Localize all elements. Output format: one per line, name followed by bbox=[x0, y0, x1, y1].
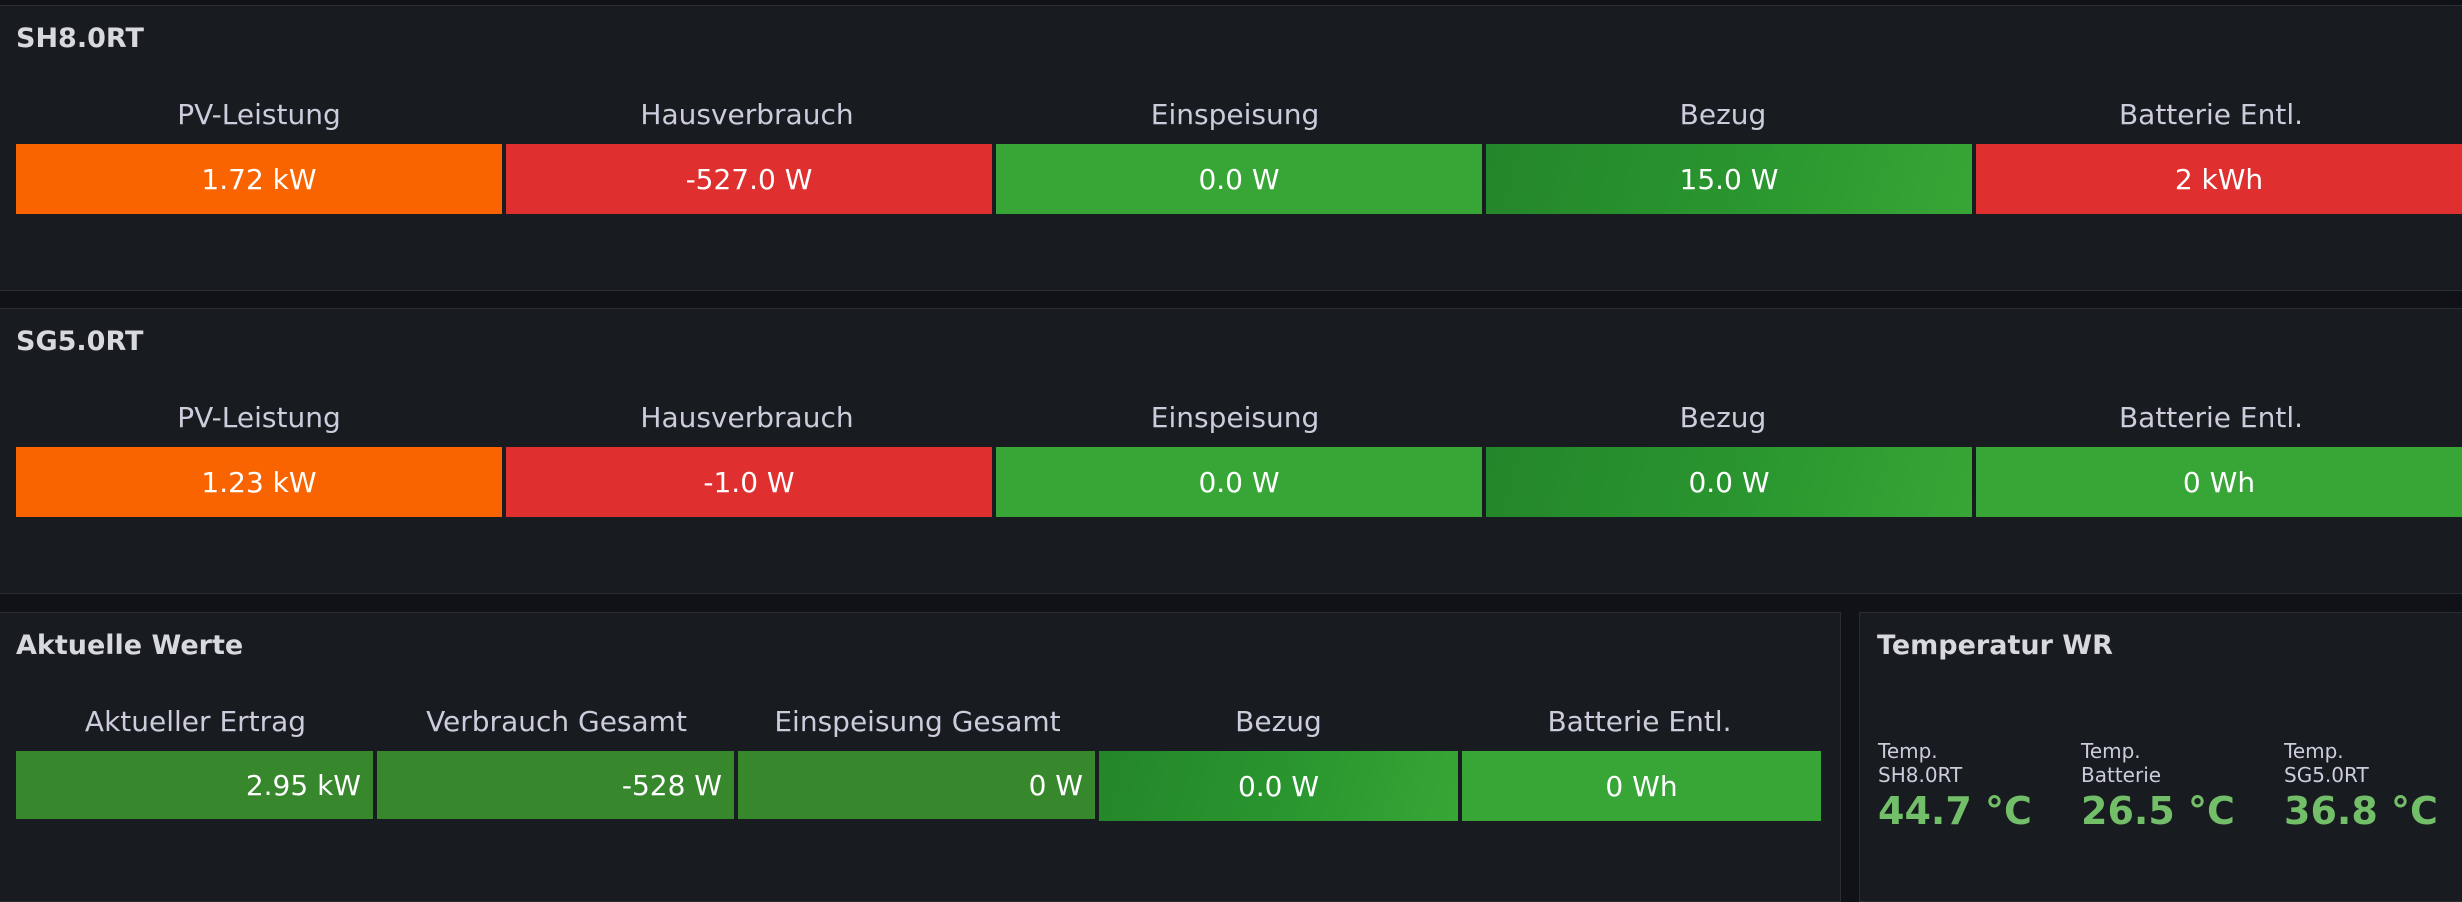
panel-temperatur-wr: Temperatur WR Temp. SH8.0RT 44.7 °C Temp… bbox=[1859, 612, 2462, 902]
stat-label: Temp. SG5.0RT bbox=[2284, 739, 2369, 787]
value-cell-bezug: 0.0 W bbox=[1485, 446, 1973, 518]
value-cell-verbrauch-gesamt: -528 W bbox=[376, 750, 735, 820]
column-header-bezug[interactable]: Bezug bbox=[1679, 98, 1767, 131]
column-header-hausverbrauch[interactable]: Hausverbrauch bbox=[640, 98, 854, 131]
table-header-row: PV-Leistung Hausverbrauch Einspeisung Be… bbox=[15, 98, 2455, 138]
panel-title[interactable]: SH8.0RT bbox=[16, 23, 144, 54]
column-header-batterie-entl[interactable]: Batterie Entl. bbox=[1547, 705, 1732, 738]
panel-sh8-0rt: SH8.0RT PV-Leistung Hausverbrauch Einspe… bbox=[0, 5, 2462, 291]
panel-title[interactable]: Temperatur WR bbox=[1877, 630, 2113, 661]
panel-title[interactable]: Aktuelle Werte bbox=[16, 630, 244, 661]
stat-value: 44.7 °C bbox=[1878, 789, 2032, 833]
table-row: 2.95 kW -528 W 0 W 0.0 W 0 Wh bbox=[15, 750, 1824, 822]
column-header-batterie-entl[interactable]: Batterie Entl. bbox=[2118, 98, 2304, 131]
stat-label: Temp. SH8.0RT bbox=[1878, 739, 1963, 787]
stat-temp-batterie: Temp. Batterie 26.5 °C bbox=[2081, 739, 2284, 833]
value-cell-bezug: 15.0 W bbox=[1485, 143, 1973, 215]
panel-title[interactable]: SG5.0RT bbox=[16, 326, 144, 357]
column-header-bezug[interactable]: Bezug bbox=[1679, 401, 1767, 434]
value-cell-batterie-entl: 0 Wh bbox=[1461, 750, 1822, 822]
stat-temp-sh8-0rt: Temp. SH8.0RT 44.7 °C bbox=[1878, 739, 2081, 833]
column-header-hausverbrauch[interactable]: Hausverbrauch bbox=[640, 401, 854, 434]
column-header-einspeisung[interactable]: Einspeisung bbox=[1150, 401, 1320, 434]
column-header-einspeisung-gesamt[interactable]: Einspeisung Gesamt bbox=[774, 705, 1061, 738]
value-cell-hausverbrauch: -527.0 W bbox=[505, 143, 993, 215]
stat-value: 26.5 °C bbox=[2081, 789, 2235, 833]
column-header-bezug[interactable]: Bezug bbox=[1235, 705, 1322, 738]
column-header-batterie-entl[interactable]: Batterie Entl. bbox=[2118, 401, 2304, 434]
stat-temp-sg5-0rt: Temp. SG5.0RT 36.8 °C bbox=[2284, 739, 2462, 833]
table-row: 1.72 kW -527.0 W 0.0 W 15.0 W 2 kWh bbox=[15, 143, 2462, 215]
column-header-pv-leistung[interactable]: PV-Leistung bbox=[177, 98, 341, 131]
value-cell-batterie-entl: 0 Wh bbox=[1975, 446, 2462, 518]
value-cell-pv-leistung: 1.23 kW bbox=[15, 446, 503, 518]
column-header-aktueller-ertrag[interactable]: Aktueller Ertrag bbox=[84, 705, 307, 738]
column-header-pv-leistung[interactable]: PV-Leistung bbox=[177, 401, 341, 434]
stat-value: 36.8 °C bbox=[2284, 789, 2438, 833]
table-row: 1.23 kW -1.0 W 0.0 W 0.0 W 0 Wh bbox=[15, 446, 2462, 518]
column-header-einspeisung[interactable]: Einspeisung bbox=[1150, 98, 1320, 131]
value-cell-einspeisung-gesamt: 0 W bbox=[737, 750, 1096, 820]
value-cell-einspeisung: 0.0 W bbox=[995, 143, 1483, 215]
value-cell-pv-leistung: 1.72 kW bbox=[15, 143, 503, 215]
value-cell-einspeisung: 0.0 W bbox=[995, 446, 1483, 518]
value-cell-batterie-entl: 2 kWh bbox=[1975, 143, 2462, 215]
value-cell-hausverbrauch: -1.0 W bbox=[505, 446, 993, 518]
value-cell-aktueller-ertrag: 2.95 kW bbox=[15, 750, 374, 820]
table-header-row: Aktueller Ertrag Verbrauch Gesamt Einspe… bbox=[15, 705, 1820, 745]
panel-sg5-0rt: SG5.0RT PV-Leistung Hausverbrauch Einspe… bbox=[0, 308, 2462, 594]
column-header-verbrauch-gesamt[interactable]: Verbrauch Gesamt bbox=[426, 705, 687, 738]
table-header-row: PV-Leistung Hausverbrauch Einspeisung Be… bbox=[15, 401, 2455, 441]
panel-aktuelle-werte: Aktuelle Werte Aktueller Ertrag Verbrauc… bbox=[0, 612, 1841, 902]
stat-row: Temp. SH8.0RT 44.7 °C Temp. Batterie 26.… bbox=[1878, 739, 2462, 833]
stat-label: Temp. Batterie bbox=[2081, 739, 2162, 787]
value-cell-bezug: 0.0 W bbox=[1098, 750, 1459, 822]
